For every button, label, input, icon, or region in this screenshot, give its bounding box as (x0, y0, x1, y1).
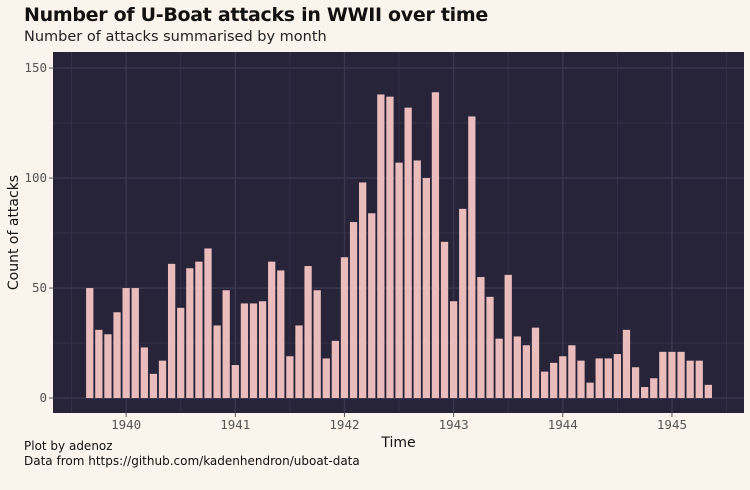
bar (604, 358, 612, 399)
bar (468, 116, 476, 399)
bar (340, 257, 349, 399)
bar (368, 213, 376, 399)
bar (568, 345, 576, 399)
bar (258, 301, 267, 399)
bar (595, 358, 603, 399)
bar (240, 303, 249, 399)
x-tick-label: 1944 (548, 417, 578, 432)
bar (622, 329, 631, 399)
bar (231, 365, 239, 399)
y-tick-label: 0 (39, 390, 47, 405)
bar (486, 296, 494, 399)
bar (386, 96, 394, 399)
bar (440, 241, 449, 399)
bar (695, 360, 703, 399)
bar (422, 178, 430, 399)
bar (158, 360, 167, 399)
bar (668, 351, 676, 399)
bar (504, 274, 512, 399)
bar (540, 371, 549, 399)
x-tick-label: 1941 (220, 417, 250, 432)
bar (131, 288, 139, 399)
x-tick-label: 1945 (657, 417, 687, 432)
caption-source: Data from https://github.com/kadenhendro… (24, 454, 360, 468)
bar (631, 367, 640, 399)
bar (104, 334, 112, 399)
bar (641, 387, 649, 399)
bar (613, 354, 622, 399)
bar (531, 327, 540, 399)
bar (213, 325, 221, 399)
bar (122, 288, 130, 399)
bar (586, 382, 594, 399)
bar (577, 360, 585, 399)
bar (550, 362, 558, 399)
y-tick-label: 50 (32, 280, 47, 295)
caption: Plot by adenoz Data from https://github.… (24, 439, 360, 469)
bar (431, 92, 440, 399)
bar (704, 384, 712, 399)
bar (377, 94, 385, 399)
bar (650, 378, 658, 399)
bar (449, 301, 458, 399)
bar (249, 303, 258, 399)
bar (140, 347, 148, 399)
bar (286, 356, 294, 399)
bar (322, 358, 330, 399)
bar (659, 351, 667, 399)
bar (686, 360, 694, 399)
y-tick-label: 150 (24, 60, 47, 75)
bar (268, 261, 276, 399)
y-tick-label: 100 (24, 170, 47, 185)
bar (313, 290, 321, 399)
bar (295, 325, 303, 399)
bar (186, 268, 194, 399)
bar (277, 270, 285, 399)
bar (404, 107, 412, 399)
bar (113, 312, 121, 399)
bar (349, 222, 358, 399)
bar (177, 307, 185, 399)
bar (495, 338, 503, 399)
bar (195, 261, 203, 399)
bar (149, 373, 158, 399)
x-tick-label: 1940 (111, 417, 141, 432)
bar (559, 356, 567, 399)
bar (95, 329, 103, 399)
bar (677, 351, 685, 399)
chart-title: Number of U-Boat attacks in WWII over ti… (24, 4, 488, 26)
x-tick-label: 1942 (329, 417, 359, 432)
bar (304, 266, 312, 399)
bar (359, 182, 367, 399)
y-axis-title: Count of attacks (6, 175, 22, 290)
bar (222, 290, 230, 399)
caption-author: Plot by adenoz (24, 439, 113, 453)
x-axis-title: Time (380, 435, 415, 451)
bar (477, 277, 485, 399)
bar (167, 263, 176, 399)
bar (204, 248, 212, 399)
bar (331, 340, 340, 399)
bar (522, 345, 531, 399)
bar (513, 336, 521, 399)
bar (86, 288, 94, 399)
bar (395, 162, 403, 399)
bar (413, 160, 421, 399)
x-tick-label: 1943 (439, 417, 469, 432)
chart-subtitle: Number of attacks summarised by month (24, 29, 327, 45)
bar (459, 208, 467, 399)
